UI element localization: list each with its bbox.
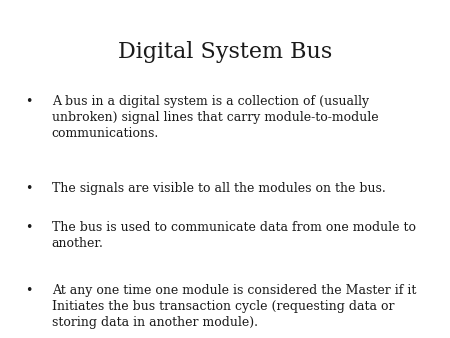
Text: A bus in a digital system is a collection of (usually
unbroken) signal lines tha: A bus in a digital system is a collectio…	[52, 95, 378, 140]
Text: The signals are visible to all the modules on the bus.: The signals are visible to all the modul…	[52, 182, 386, 195]
Text: •: •	[25, 221, 32, 234]
Text: The bus is used to communicate data from one module to
another.: The bus is used to communicate data from…	[52, 221, 416, 250]
Text: At any one time one module is considered the Master if it
Initiates the bus tran: At any one time one module is considered…	[52, 284, 416, 329]
Text: •: •	[25, 182, 32, 195]
Text: •: •	[25, 284, 32, 297]
Text: Digital System Bus: Digital System Bus	[118, 41, 332, 63]
Text: •: •	[25, 95, 32, 107]
